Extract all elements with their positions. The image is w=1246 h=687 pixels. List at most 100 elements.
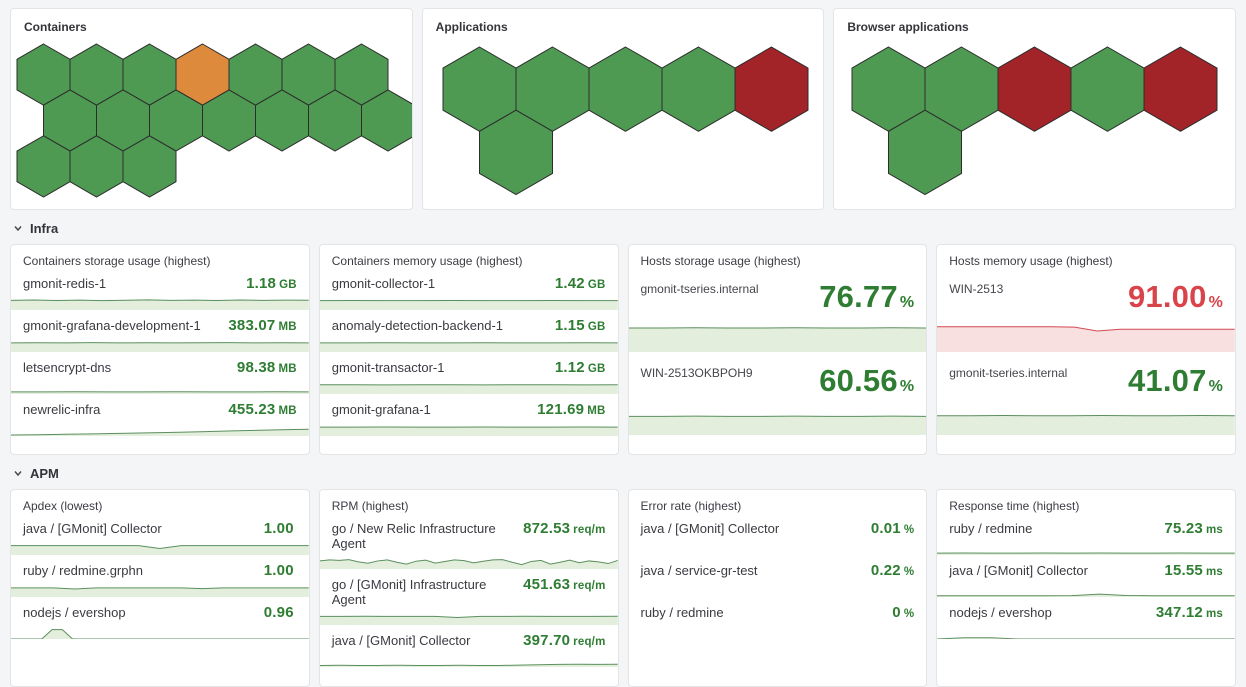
- metric-row[interactable]: WIN-2513OKBPOH9 60.56%: [628, 352, 927, 436]
- metric-value-number: 347.12: [1155, 604, 1203, 621]
- honeycomb-row: Containers Applications Browser applicatio…: [10, 8, 1236, 210]
- panel-title: Error rate (highest): [640, 499, 742, 513]
- metric-value-unit: %: [1208, 294, 1223, 311]
- metric-row[interactable]: nodejs / evershop 347.12 ms: [937, 597, 1235, 639]
- sparkline-chart: [937, 322, 1235, 352]
- metric-row[interactable]: nodejs / evershop 0.96: [11, 597, 309, 639]
- metric-row[interactable]: ruby / redmine.grphn 1.00: [11, 555, 309, 597]
- metric-row[interactable]: WIN-2513 91.00%: [937, 268, 1235, 352]
- sparkline-chart: [937, 405, 1235, 436]
- metric-value-number: 76.77: [819, 279, 898, 314]
- hexagon-cell-green[interactable]: [361, 89, 412, 152]
- metric-value-number: 15.55: [1164, 562, 1203, 579]
- metric-line: java / [GMonit] Collector 397.70 req/m: [320, 629, 618, 650]
- metric-row[interactable]: go / New Relic Infrastructure Agent 872.5…: [319, 513, 618, 569]
- metric-value-number: 0.01: [870, 520, 901, 537]
- section-header-apm[interactable]: APM: [13, 464, 1233, 482]
- honeycomb-chart: [851, 46, 1218, 196]
- hexagon-cell-green[interactable]: [588, 46, 663, 132]
- metric-value-unit: GB: [279, 279, 297, 291]
- metric-row[interactable]: java / [GMonit] Collector 0.01%: [629, 513, 927, 555]
- metric-row[interactable]: gmonit-redis-1 1.18 GB: [11, 268, 309, 310]
- hexagon-cell-green[interactable]: [478, 109, 553, 196]
- panel-title: Response time (highest): [949, 499, 1080, 513]
- metric-value: 1.42 GB: [555, 275, 606, 292]
- hexagon-cell-green[interactable]: [122, 135, 177, 198]
- metric-line: java / [GMonit] Collector 1.00: [11, 517, 309, 538]
- metric-name: letsencrypt-dns: [23, 360, 112, 375]
- metric-row[interactable]: anomaly-detection-backend-1 1.15 GB: [319, 310, 618, 352]
- metric-name: WIN-2513: [949, 282, 1004, 296]
- metric-row[interactable]: gmonit-transactor-1 1.12 GB: [319, 352, 618, 394]
- metric-row[interactable]: gmonit-grafana-development-1 383.07 MB: [11, 310, 309, 352]
- metric-name: java / [GMonit] Collector: [640, 521, 780, 536]
- metric-value: 98.38 MB: [237, 359, 297, 376]
- metric-row[interactable]: newrelic-infra 455.23 MB: [11, 394, 309, 436]
- apm-panels-grid: Apdex (lowest) java / [GMonit] Collector 1…: [10, 489, 1236, 687]
- metric-line: WIN-2513 91.00%: [937, 272, 1235, 316]
- metric-value-number: 121.69: [537, 401, 585, 418]
- metric-line: ruby / redmine 0%: [629, 601, 927, 622]
- metric-value-number: 872.53: [523, 520, 571, 537]
- sparkline-chart: [11, 542, 309, 555]
- metric-value-number: 383.07: [228, 317, 276, 334]
- metric-row[interactable]: java / [GMonit] Collector 397.70 req/m: [319, 625, 618, 667]
- sparkline-chart: [11, 381, 309, 394]
- hexagon-cell-red[interactable]: [734, 46, 809, 132]
- metric-value: 1.00: [264, 520, 297, 537]
- metric-line: WIN-2513OKBPOH9 60.56%: [629, 356, 927, 400]
- metric-line: java / [GMonit] Collector 0.01%: [629, 517, 927, 538]
- metric-panel-rpm-highest: RPM (highest) go / New Relic Infrastructu…: [318, 489, 619, 687]
- metric-line: java / [GMonit] Collector 15.55 ms: [937, 559, 1235, 580]
- metric-row[interactable]: java / [GMonit] Collector 15.55 ms: [937, 555, 1235, 597]
- metric-line: newrelic-infra 455.23 MB: [11, 398, 309, 419]
- metric-row[interactable]: gmonit-collector-1 1.42 GB: [319, 268, 618, 310]
- metric-value-unit: req/m: [573, 524, 606, 536]
- metric-panel-hosts-memory-usage-highest: Hosts memory usage (highest) WIN-2513 91.0…: [936, 244, 1236, 455]
- hexagon-cell-green[interactable]: [888, 109, 963, 196]
- metric-name: newrelic-infra: [23, 402, 101, 417]
- metric-row[interactable]: ruby / redmine 75.23 ms: [937, 513, 1235, 555]
- metric-row[interactable]: java / service-gr-test 0.22%: [629, 555, 927, 597]
- metric-value-unit: %: [903, 566, 915, 578]
- metric-row[interactable]: gmonit-grafana-1 121.69 MB: [319, 394, 618, 436]
- sparkline-chart: [319, 297, 618, 310]
- sparkline-chart: [11, 626, 309, 639]
- section-label: Infra: [30, 220, 59, 236]
- metric-row[interactable]: java / [GMonit] Collector 1.00: [11, 513, 309, 555]
- metric-line: java / service-gr-test 0.22%: [629, 559, 927, 580]
- sparkline-chart: [319, 654, 618, 667]
- metric-row[interactable]: gmonit-tseries.internal 41.07%: [937, 352, 1235, 436]
- metric-row[interactable]: go / [GMonit] Infrastructure Agent 451.63…: [319, 569, 618, 625]
- infra-panels-grid: Containers storage usage (highest) gmonit…: [10, 244, 1236, 455]
- metric-value-unit: req/m: [573, 580, 606, 592]
- hexagon-cell-green[interactable]: [1070, 46, 1145, 132]
- sparkline-chart: [628, 322, 927, 352]
- sparkline-chart: [319, 423, 618, 436]
- section-header-infra[interactable]: Infra: [13, 219, 1233, 237]
- metric-row[interactable]: ruby / redmine 0%: [629, 597, 927, 639]
- panel-title: RPM (highest): [331, 499, 409, 513]
- metric-line: gmonit-tseries.internal 76.77%: [629, 272, 927, 316]
- metric-value-unit: GB: [587, 279, 606, 291]
- chevron-down-icon[interactable]: [13, 468, 23, 478]
- metric-row[interactable]: gmonit-tseries.internal 76.77%: [628, 268, 927, 352]
- metric-value-unit: %: [903, 524, 915, 536]
- metric-line: gmonit-grafana-1 121.69 MB: [320, 398, 618, 419]
- metric-value: 1.15 GB: [555, 317, 606, 334]
- metric-value: 872.53 req/m: [523, 520, 605, 537]
- honeycomb-chart: [442, 46, 809, 196]
- honeycomb-panel-containers: Containers: [10, 8, 413, 210]
- metric-row[interactable]: letsencrypt-dns 98.38 MB: [11, 352, 309, 394]
- hexagon-cell-red[interactable]: [997, 46, 1072, 132]
- chevron-down-icon[interactable]: [13, 223, 23, 233]
- metric-line: gmonit-redis-1 1.18 GB: [11, 272, 309, 293]
- metric-value-number: 1.18: [246, 275, 277, 292]
- metric-value: 60.56%: [819, 363, 914, 399]
- metric-name: ruby / redmine: [949, 521, 1033, 536]
- metric-value-unit: %: [899, 377, 915, 395]
- hexagon-cell-green[interactable]: [661, 46, 736, 132]
- metric-sections: Infra Containers storage usage (highest) g…: [10, 219, 1236, 687]
- hexagon-cell-red[interactable]: [1143, 46, 1218, 132]
- metric-line: ruby / redmine.grphn 1.00: [11, 559, 309, 580]
